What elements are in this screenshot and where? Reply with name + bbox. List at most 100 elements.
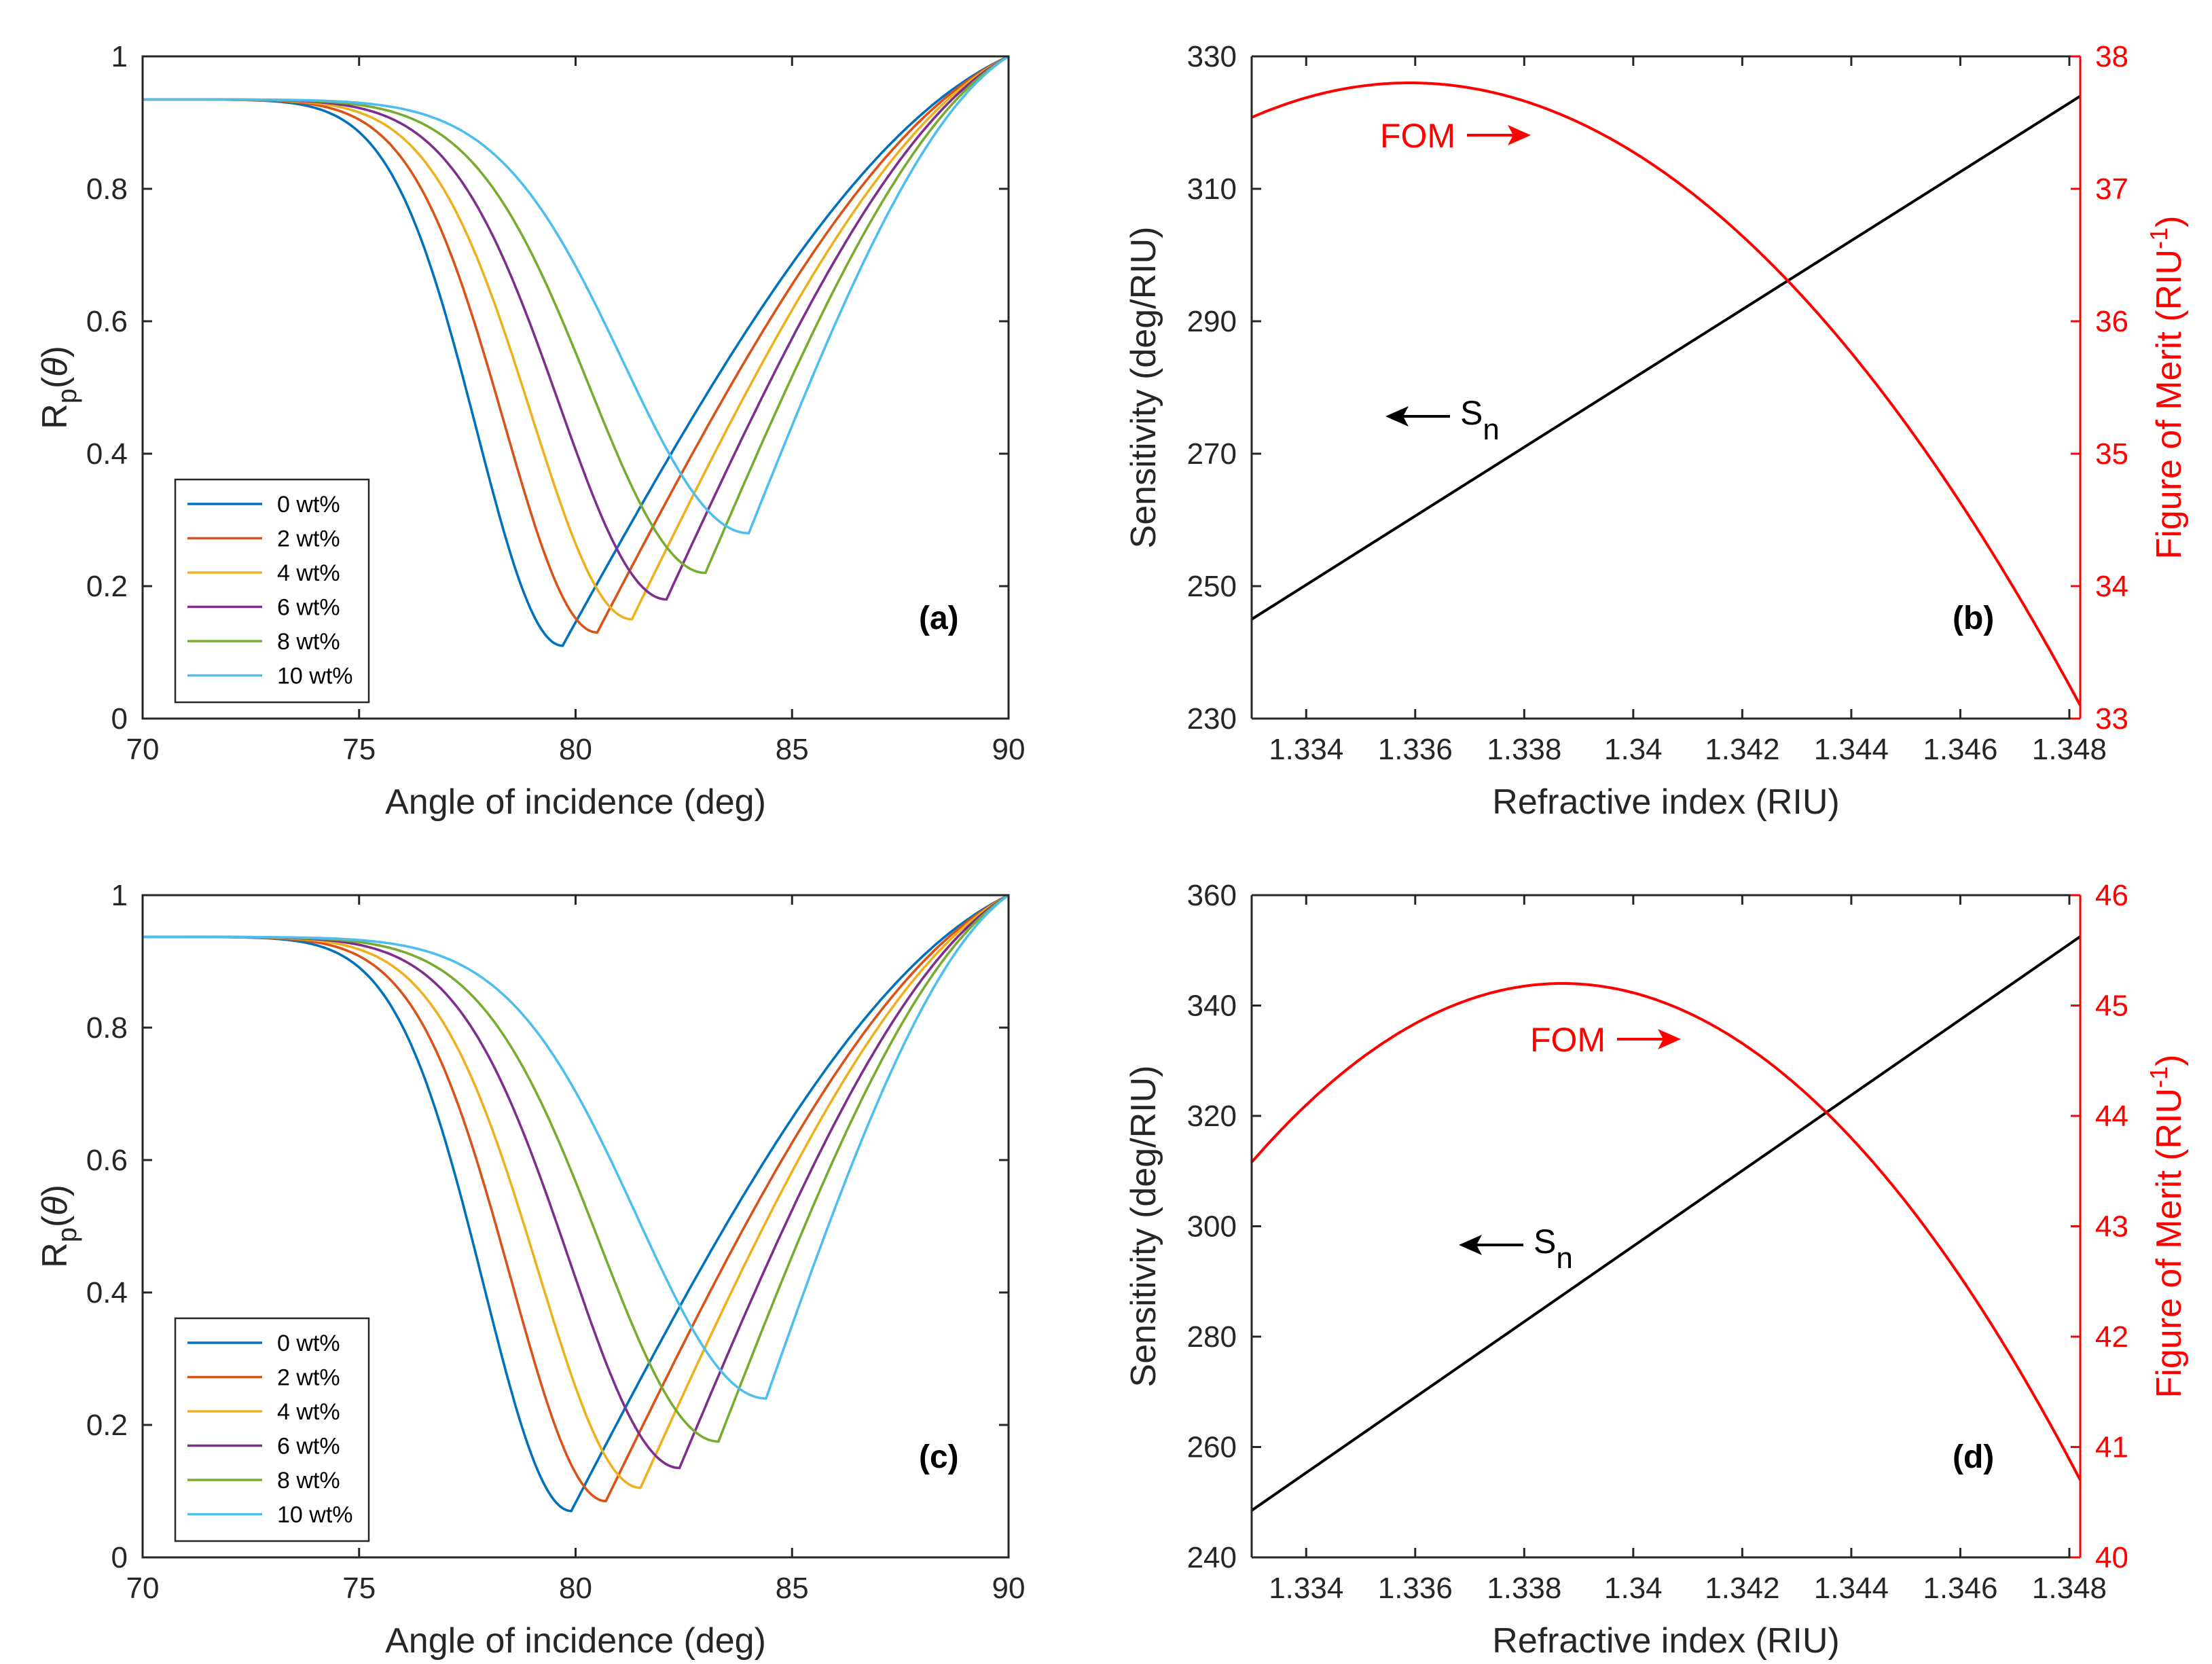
x-tick-label: 1.334 [1269,733,1343,766]
legend-entry-label: 2 wt% [277,1365,340,1391]
x-tick-label: 1.348 [2032,1572,2107,1605]
y2-tick-label: 35 [2095,437,2128,471]
y-axis-label: Rp(θ) [35,346,82,429]
sn-annotation: Sn [1534,1223,1573,1275]
y-tick-label: 330 [1187,40,1237,73]
y2-tick-label: 40 [2095,1541,2128,1574]
panel-b: 1.334 1.336 1.338 1.34 1.342 1.344 1.346 1.348 2… [1124,40,2189,822]
y-tick-label: 320 [1187,1100,1237,1133]
y2-tick-label: 41 [2095,1431,2128,1464]
legend-entry-label: 6 wt% [277,1434,340,1460]
y-tick-label: 250 [1187,570,1237,603]
x-tick-label: 70 [126,733,160,766]
legend-entry-label: 4 wt% [277,560,340,586]
x-tick-label: 1.34 [1604,1572,1663,1605]
x-tick-label: 1.346 [1923,1572,1997,1605]
sn-annotation: Sn [1460,394,1500,446]
y-tick-label: 360 [1187,879,1237,912]
x-tick-label: 1.342 [1705,733,1779,766]
y-tick-label: 280 [1187,1320,1237,1354]
legend-entry-label: 10 wt% [277,1502,353,1528]
panel-d: 1.334 1.336 1.338 1.34 1.342 1.344 1.346 1.348 2… [1124,879,2189,1661]
legend-entry-label: 2 wt% [277,526,340,552]
x-tick-label: 1.346 [1923,733,1997,766]
x-tick-label: 1.336 [1378,1572,1453,1605]
y-tick-label: 0.2 [86,570,128,603]
x-tick-label: 75 [342,1572,376,1605]
x-tick-label: 1.338 [1487,733,1561,766]
sn-arrow-head [1385,406,1409,427]
y-tick-label: 230 [1187,702,1237,736]
y-axis-label: Sensitivity (deg/RIU) [1124,227,1163,549]
legend-entry-label: 6 wt% [277,595,340,621]
sensitivity-line [1250,935,2082,1512]
y-tick-label: 270 [1187,437,1237,471]
y2-axis-label: Figure of Merit (RIU-1) [2145,216,2189,560]
panel-label: (d) [1953,1439,1994,1475]
x-tick-label: 1.348 [2032,733,2107,766]
y2-tick-label: 33 [2095,702,2128,736]
fom-annotation: FOM [1380,117,1455,155]
series-line-10wt [143,894,1010,1400]
x-tick-label: 85 [776,1572,809,1605]
panel-c: 70 75 80 85 90 0 0.2 0.4 0.6 0.8 1 Angle of inciden… [35,879,1025,1661]
fom-curve [1251,82,2082,706]
y-tick-label: 0 [111,1541,128,1574]
y-tick-label: 300 [1187,1210,1237,1244]
fom-arrow-head [1658,1029,1681,1049]
legend-entry-label: 0 wt% [277,1331,340,1356]
y-tick-label: 0.6 [86,305,128,338]
y-tick-label: 240 [1187,1541,1237,1574]
x-tick-label: 1.336 [1378,733,1453,766]
sn-arrow-head [1459,1235,1482,1255]
y-tick-label: 0.6 [86,1144,128,1177]
x-tick-label: 1.338 [1487,1572,1561,1605]
y-tick-label: 310 [1187,173,1237,206]
legend-entry-label: 4 wt% [277,1399,340,1425]
x-tick-label: 70 [126,1572,160,1605]
y2-tick-label: 46 [2095,879,2128,912]
y2-tick-label: 42 [2095,1320,2128,1354]
sensitivity-line [1250,94,2082,621]
x-axis-label: Refractive index (RIU) [1492,1621,1839,1661]
y-tick-label: 340 [1187,990,1237,1023]
fom-curve [1250,982,2082,1481]
x-tick-label: 85 [776,733,809,766]
x-tick-label: 1.34 [1604,733,1663,766]
x-tick-label: 75 [342,733,376,766]
y-tick-label: 1 [111,879,128,912]
y2-tick-label: 45 [2095,990,2128,1023]
x-tick-label: 80 [559,1572,592,1605]
y-axis-label: Sensitivity (deg/RIU) [1124,1066,1163,1388]
y2-axis-label: Figure of Merit (RIU-1) [2145,1055,2189,1398]
y2-tick-label: 44 [2095,1100,2128,1133]
legend-entry-label: 10 wt% [277,664,353,689]
legend-box [174,1317,370,1542]
x-axis-label: Angle of incidence (deg) [385,782,766,822]
legend: 0 wt% 2 wt% 4 wt% 6 wt% 8 wt% 10 wt% [174,1317,370,1542]
panel-label: (a) [919,600,959,636]
x-tick-label: 1.344 [1814,1572,1889,1605]
y-tick-label: 0.4 [86,1276,128,1309]
fom-arrow-head [1508,125,1531,145]
y-tick-label: 0.8 [86,173,128,206]
legend-entry-label: 8 wt% [277,629,340,655]
panel-a: 70 75 80 85 90 0 0.2 0.4 0.6 0.8 1 Angle of inciden… [35,40,1025,822]
series-line-10wt [143,55,1009,535]
y-tick-label: 290 [1187,305,1237,338]
x-tick-label: 90 [992,733,1026,766]
y2-tick-label: 34 [2095,570,2128,603]
x-axis-label: Angle of incidence (deg) [385,1621,766,1661]
x-tick-label: 1.344 [1814,733,1889,766]
y-tick-label: 0.2 [86,1409,128,1442]
x-tick-label: 90 [992,1572,1026,1605]
fom-annotation: FOM [1530,1021,1606,1059]
y2-tick-label: 37 [2095,173,2128,206]
y-axis-label: Rp(θ) [35,1184,82,1268]
y2-tick-label: 38 [2095,40,2128,73]
legend-box [174,478,370,704]
legend-entry-label: 0 wt% [277,492,340,518]
panel-label: (c) [919,1439,959,1475]
y-tick-label: 0.8 [86,1011,128,1045]
